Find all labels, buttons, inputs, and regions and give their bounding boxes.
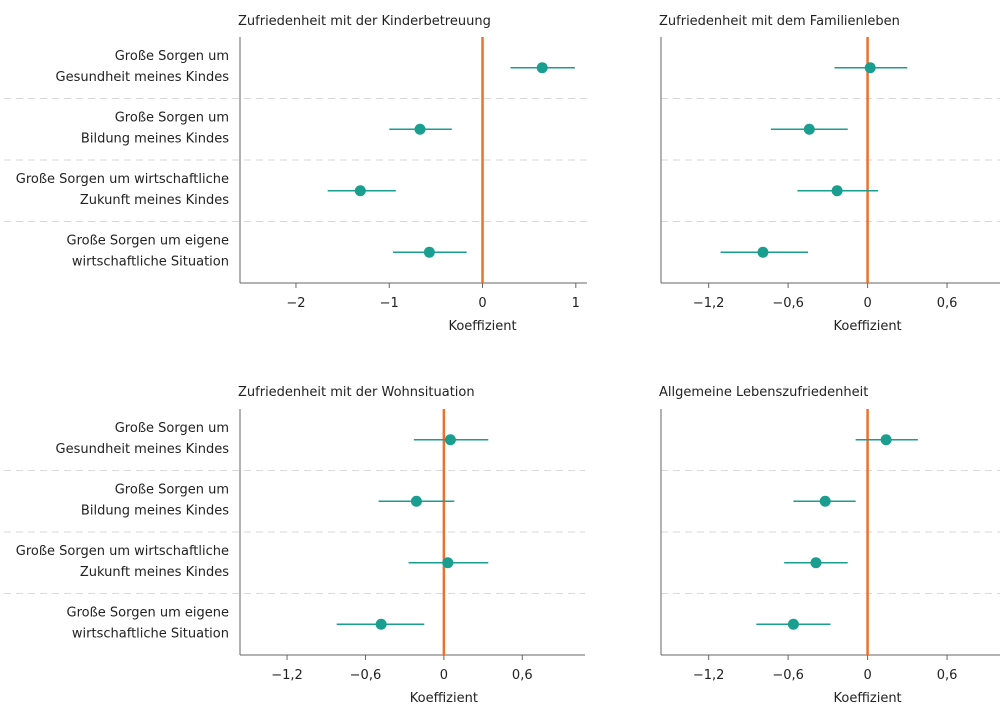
x-tick-label: −0,6 <box>350 668 382 683</box>
category-label: wirtschaftliche Situation <box>72 626 229 641</box>
category-label: Bildung meines Kindes <box>81 503 229 518</box>
point-estimate <box>423 246 435 258</box>
point-estimate <box>442 557 454 569</box>
point-estimate <box>536 62 548 74</box>
category-label: Große Sorgen um <box>115 110 229 125</box>
x-tick-label: 0 <box>863 668 871 683</box>
x-tick-label: 0,6 <box>937 668 958 683</box>
x-axis-title: Koeffizient <box>833 691 901 706</box>
category-label: Große Sorgen um eigene <box>67 605 229 620</box>
point-estimate <box>803 123 815 135</box>
panel-kinderbetreuung: Zufriedenheit mit der Kinderbetreuung −2 −… <box>4 14 587 334</box>
x-tick-label: 0 <box>478 296 486 311</box>
point-estimate <box>831 185 843 197</box>
point-estimate <box>787 618 799 630</box>
category-label: Zukunft meines Kindes <box>80 565 229 580</box>
panel-title: Allgemeine Lebenszufriedenheit <box>659 385 868 400</box>
category-label: wirtschaftliche Situation <box>72 254 229 269</box>
x-tick-label: 0,6 <box>937 296 958 311</box>
panel-wohnsituation: Zufriedenheit mit der Wohnsituation −1,2 −… <box>4 385 585 706</box>
category-label: Große Sorgen um wirtschaftliche <box>16 544 229 559</box>
point-estimate <box>880 434 892 446</box>
x-axis-title: Koeffizient <box>448 319 516 334</box>
panel-title: Zufriedenheit mit dem Familienleben <box>659 14 900 29</box>
panel-familienleben: Zufriedenheit mit dem Familienleben −1,2 −… <box>659 14 1000 334</box>
category-label: Gesundheit meines Kindes <box>56 70 230 85</box>
panel-title: Zufriedenheit mit der Wohnsituation <box>238 385 475 400</box>
x-tick-label: −1,2 <box>271 668 303 683</box>
x-tick-label: 0,6 <box>512 668 533 683</box>
panel-title: Zufriedenheit mit der Kinderbetreuung <box>238 14 491 29</box>
x-tick-label: 0 <box>440 668 448 683</box>
x-tick-label: 1 <box>572 296 580 311</box>
category-label: Große Sorgen um <box>115 421 229 436</box>
x-tick-label: −1,2 <box>693 668 725 683</box>
point-estimate <box>414 123 426 135</box>
point-estimate <box>444 434 456 446</box>
category-label: Gesundheit meines Kindes <box>56 442 230 457</box>
x-tick-label: −0,6 <box>772 296 804 311</box>
point-estimate <box>864 62 876 74</box>
point-estimate <box>810 557 822 569</box>
x-axis-title: Koeffizient <box>410 691 478 706</box>
point-estimate <box>375 618 387 630</box>
category-label: Große Sorgen um <box>115 482 229 497</box>
x-tick-label: −0,6 <box>772 668 804 683</box>
panel-lebenszufriedenheit: Allgemeine Lebenszufriedenheit −1,2 −0,6 0 0… <box>659 385 1000 706</box>
point-estimate <box>410 495 422 507</box>
point-estimate <box>757 246 769 258</box>
x-tick-label: −2 <box>286 296 305 311</box>
x-tick-label: −1,2 <box>693 296 725 311</box>
category-label: Große Sorgen um eigene <box>67 233 229 248</box>
category-label: Bildung meines Kindes <box>81 131 229 146</box>
x-tick-label: 0 <box>863 296 871 311</box>
x-tick-label: −1 <box>380 296 399 311</box>
point-estimate <box>819 495 831 507</box>
x-axis-title: Koeffizient <box>833 319 901 334</box>
category-label: Große Sorgen um wirtschaftliche <box>16 172 229 187</box>
point-estimate <box>354 185 366 197</box>
category-label: Große Sorgen um <box>115 49 229 64</box>
category-label: Zukunft meines Kindes <box>80 193 229 208</box>
